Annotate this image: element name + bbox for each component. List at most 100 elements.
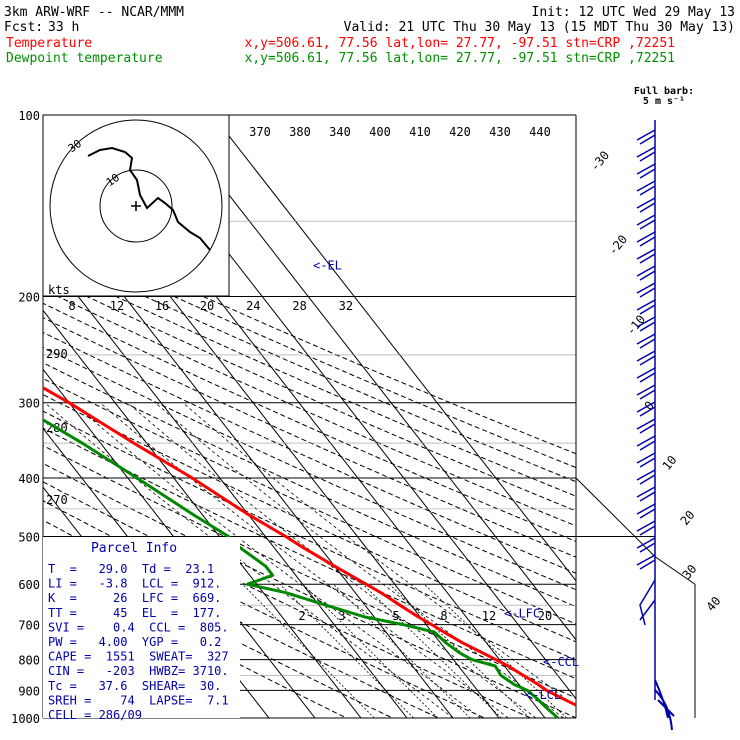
- dry-adiabat-line: [43, 427, 576, 680]
- parcel-info-row: K = 26 LFC = 669.: [48, 591, 221, 605]
- wind-key-units: 5 m s⁻¹: [643, 96, 685, 107]
- hodograph-scale-label: 20: [200, 299, 214, 313]
- dry-adiabat-line: [43, 317, 576, 558]
- wind-barb: [639, 253, 656, 264]
- wind-barb: [639, 168, 656, 179]
- wind-key: Full barb: 5 m s⁻¹: [634, 86, 694, 107]
- header: 3km ARW-WRF -- NCAR/MMM Init: 12 UTC Wed…: [4, 5, 735, 66]
- wind-barbs: [636, 120, 675, 731]
- wind-barb: [654, 679, 675, 731]
- pressure-label: 800: [18, 654, 40, 668]
- wind-barb: [636, 231, 656, 243]
- pressure-label: 300: [18, 397, 40, 411]
- parcel-info-row: TT = 45 EL = 177.: [48, 606, 221, 620]
- wind-barb: [636, 282, 656, 294]
- temperature-station-info: x,y=506.61, 77.56 lat,lon= 27.77, -97.51…: [245, 36, 675, 51]
- wind-barb: [639, 525, 656, 536]
- wind-barb: [639, 372, 656, 383]
- mixing-ratio-line: [362, 583, 502, 718]
- parcel-info-title: Parcel Info: [91, 541, 177, 556]
- mixing-ratio-line: [242, 583, 375, 718]
- mixing-ratio-label: 3: [338, 609, 345, 623]
- hodograph-scale-label: 28: [292, 299, 306, 313]
- wind-barb: [639, 321, 656, 332]
- mixing-ratio-label: 20: [538, 609, 552, 623]
- hodograph-scale-label: 12: [110, 299, 124, 313]
- parcel-info-row: CAPE = 1551 SWEAT= 327: [48, 650, 229, 664]
- hodograph-ring-outer: [49, 119, 223, 293]
- hodograph-scale-label: 8: [68, 299, 75, 313]
- theta-label: 420: [449, 125, 471, 139]
- wind-barb: [636, 537, 656, 549]
- temperature-legend: Temperature: [6, 36, 92, 51]
- theta-label: 380: [289, 125, 311, 139]
- hodograph-trace: [87, 146, 211, 251]
- wind-barb: [639, 508, 656, 519]
- dry-adiabat-line: [43, 462, 576, 718]
- wind-barb: [639, 304, 656, 315]
- parcel-info-background: [43, 537, 240, 718]
- isotherm-label: 20: [678, 508, 698, 528]
- el-marker: <-EL: [313, 259, 342, 273]
- hodograph-scale-label: 16: [155, 299, 169, 313]
- dewpoint-station-info: x,y=506.61, 77.56 lat,lon= 27.77, -97.51…: [245, 51, 675, 66]
- pressure-label: 700: [18, 619, 40, 633]
- theta-label: 340: [329, 125, 351, 139]
- wind-barb: [636, 265, 656, 277]
- dry-adiabat-line: [43, 377, 576, 625]
- theta-label: 290: [46, 347, 68, 361]
- outer-frame: [575, 477, 696, 718]
- wind-barb: [636, 486, 656, 498]
- pressure-label: 500: [18, 530, 40, 544]
- mixing-ratio-label: 8: [440, 609, 447, 623]
- model-title: 3km ARW-WRF -- NCAR/MMM: [4, 5, 184, 20]
- wind-barb: [639, 457, 656, 468]
- wind-barb: [639, 389, 656, 400]
- level-markers: <-EL <-LFC <-CCL <-LCL: [313, 259, 579, 702]
- parcel-info-row: CELL = 286/09: [48, 708, 142, 722]
- dry-adiabat-line: [43, 346, 576, 591]
- wind-barb: [639, 579, 656, 626]
- sounding-traces: [43, 386, 576, 718]
- wind-barb: [636, 452, 656, 464]
- wind-barb: [636, 316, 656, 328]
- valid-time: Valid: 21 UTC Thu 30 May 13 (15 MDT Thu …: [344, 20, 735, 35]
- wind-barb: [639, 491, 656, 502]
- temperature-trace: [43, 386, 576, 707]
- wind-barb: [636, 180, 656, 192]
- init-time: Init: 12 UTC Wed 29 May 13: [532, 5, 736, 20]
- isotherm-label: 10: [660, 453, 680, 473]
- hodograph-scale-label: 32: [339, 299, 353, 313]
- parcel-info-row: SREH = 74 LAPSE= 7.1: [48, 693, 229, 707]
- wind-barb: [639, 423, 656, 434]
- pressure-label: 200: [18, 291, 40, 305]
- hodograph-scale-label: 24: [246, 299, 260, 313]
- dry-adiabat-line: [43, 444, 576, 699]
- theta-label: 410: [409, 125, 431, 139]
- ccl-marker: <-CCL: [543, 655, 579, 669]
- theta-label: 440: [529, 125, 551, 139]
- mixing-ratio-label: 2: [298, 609, 305, 623]
- forecast-hour: 33 h: [48, 20, 79, 35]
- lfc-marker: <-LFC: [504, 607, 540, 621]
- wind-barb: [636, 520, 656, 532]
- parcel-info-row: CIN = -203 HWBZ= 3710.: [48, 664, 229, 678]
- wind-barb: [636, 333, 656, 345]
- parcel-info-panel: Parcel Info T = 29.0 Td = 23.1LI = -3.8 …: [43, 537, 240, 722]
- mixing-ratio-lines: [242, 583, 567, 718]
- lcl-marker: <-LCL: [525, 688, 561, 702]
- wind-barb: [639, 559, 656, 570]
- hodograph-ring-inner: [99, 169, 173, 243]
- wind-barb: [639, 219, 656, 230]
- theta-label: 270: [46, 493, 68, 507]
- isotherm-line: [212, 115, 576, 582]
- wind-barb: [639, 440, 656, 451]
- wind-barb: [636, 554, 656, 566]
- parcel-info-row: T = 29.0 Td = 23.1: [48, 562, 214, 576]
- pressure-label: 100: [18, 109, 40, 123]
- parcel-info-row: SVI = 0.4 CCL = 805.: [48, 620, 229, 634]
- hodograph: 30 10 kts: [42, 114, 230, 297]
- wind-barb: [636, 418, 656, 430]
- wind-barb: [636, 248, 656, 260]
- theta-label: 400: [369, 125, 391, 139]
